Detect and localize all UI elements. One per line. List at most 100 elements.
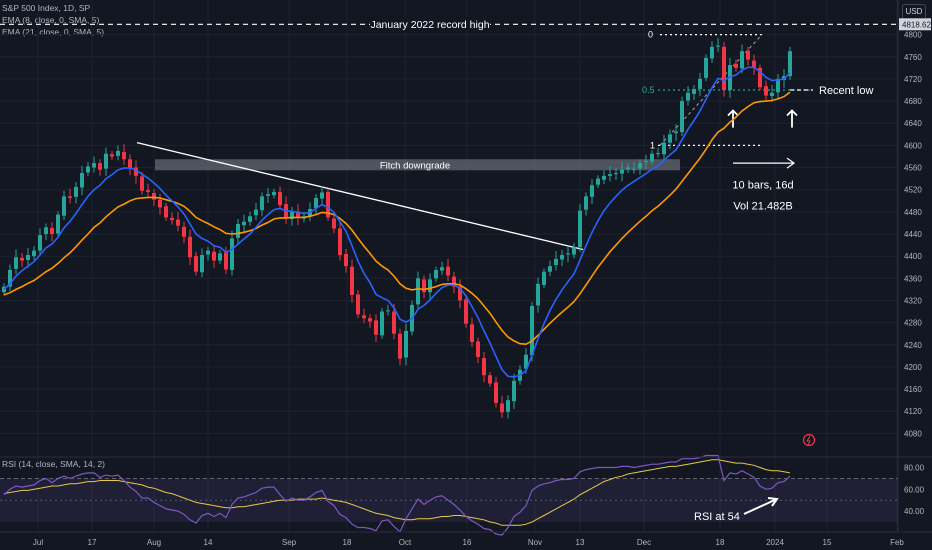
y-tick-18: 4800 — [904, 31, 922, 40]
candle-30 — [182, 226, 186, 237]
x-tick-1: 17 — [88, 538, 97, 547]
event-icon-bolt — [806, 435, 811, 446]
chart-title: S&P 500 Index, 1D, SP — [2, 3, 91, 13]
rsi-legend: RSI (14, close, SMA, 14, 2) — [2, 459, 105, 469]
candle-57 — [344, 253, 348, 267]
record-high-label-bg — [370, 17, 490, 31]
candle-96 — [578, 210, 582, 248]
x-tick-6: Oct — [399, 538, 412, 547]
candle-84 — [506, 400, 510, 412]
candle-83 — [500, 403, 504, 413]
candle-71 — [428, 279, 432, 293]
candle-25 — [152, 193, 156, 200]
y-tick-17: 4760 — [904, 53, 922, 62]
current-price-label: 4818.62 — [902, 20, 931, 29]
candle-129 — [776, 78, 780, 93]
candle-72 — [434, 270, 438, 279]
rsi-line — [3, 454, 791, 536]
candle-66 — [398, 333, 402, 359]
candle-45 — [272, 191, 276, 196]
candle-117 — [704, 57, 708, 78]
candle-119 — [716, 45, 720, 47]
downtrend-line — [136, 141, 584, 251]
candle-38 — [230, 238, 234, 270]
ema8-legend: EMA (8, close, 0, SMA, 5) — [2, 15, 100, 25]
rsi-tick-2: 80.00 — [904, 463, 925, 472]
rsi-tick-1: 60.00 — [904, 485, 925, 494]
candle-107 — [644, 160, 648, 162]
x-tick-8: Nov — [528, 538, 542, 547]
candle-105 — [632, 168, 636, 170]
candle-92 — [554, 258, 558, 266]
candle-41 — [248, 216, 252, 222]
candle-55 — [332, 218, 336, 229]
candle-102 — [614, 173, 618, 175]
candle-40 — [242, 221, 246, 226]
current-price-tag — [899, 18, 931, 31]
candle-61 — [368, 318, 372, 322]
y-tick-7: 4360 — [904, 274, 922, 283]
measure-arrow — [733, 157, 796, 169]
event-icon — [802, 433, 816, 447]
candle-104 — [626, 167, 630, 170]
candle-15 — [92, 163, 96, 168]
x-tick-0: Jul — [33, 538, 43, 547]
candle-76 — [458, 286, 462, 301]
candle-58 — [350, 266, 354, 295]
y-tick-10: 4480 — [904, 208, 922, 217]
candle-22 — [134, 167, 138, 176]
x-tick-14: Feb — [890, 538, 904, 547]
candle-123 — [740, 51, 744, 69]
candle-11 — [68, 196, 72, 198]
candle-35 — [212, 251, 216, 261]
candle-60 — [362, 315, 366, 319]
candle-89 — [536, 283, 540, 306]
candle-49 — [296, 211, 300, 218]
candle-20 — [122, 152, 126, 160]
candle-37 — [224, 252, 228, 270]
candle-28 — [170, 217, 174, 221]
candle-3 — [20, 257, 24, 261]
candle-46 — [278, 191, 282, 206]
candle-67 — [404, 330, 408, 358]
x-tick-10: Dec — [637, 538, 651, 547]
candle-44 — [266, 194, 270, 196]
candle-124 — [746, 50, 750, 60]
candle-90 — [542, 271, 546, 285]
candle-103 — [620, 169, 624, 174]
candle-69 — [416, 278, 420, 305]
y-tick-14: 4640 — [904, 119, 922, 128]
candle-18 — [110, 154, 114, 157]
candle-13 — [80, 173, 84, 188]
x-tick-3: 14 — [204, 538, 213, 547]
y-tick-0: 4080 — [904, 429, 922, 438]
y-tick-3: 4200 — [904, 363, 922, 372]
candle-10 — [62, 196, 66, 216]
record-high-label: January 2022 record high — [370, 19, 489, 31]
candle-110 — [662, 142, 666, 155]
candle-70 — [422, 279, 426, 293]
candle-14 — [86, 166, 90, 173]
candle-94 — [566, 253, 570, 255]
candle-23 — [140, 176, 144, 191]
y-tick-15: 4680 — [904, 97, 922, 106]
candle-27 — [164, 206, 168, 218]
candle-97 — [584, 196, 588, 210]
candle-6 — [38, 235, 42, 251]
x-tick-9: 13 — [576, 538, 585, 547]
candle-16 — [98, 163, 102, 170]
y-tick-2: 4160 — [904, 385, 922, 394]
candle-112 — [674, 131, 678, 134]
candle-29 — [176, 219, 180, 226]
candle-80 — [482, 358, 486, 376]
candle-4 — [26, 255, 30, 261]
y-tick-9: 4440 — [904, 230, 922, 239]
ema21-legend: EMA (21, close, 0, SMA, 5) — [2, 27, 105, 37]
candle-125 — [752, 60, 756, 68]
candle-31 — [188, 236, 192, 258]
candle-91 — [548, 266, 552, 272]
candle-39 — [236, 224, 240, 238]
fitch-band — [155, 159, 680, 171]
fib-0-label: 0 — [648, 30, 653, 40]
